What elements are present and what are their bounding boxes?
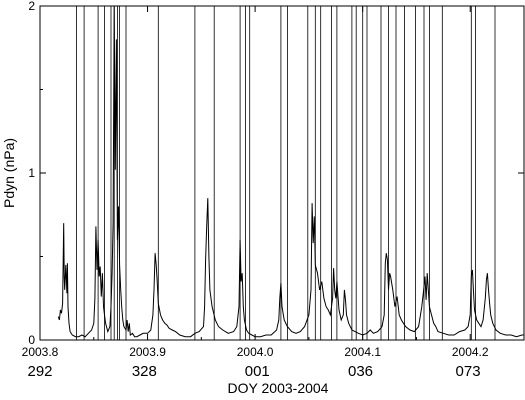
- x-tick-label: 2004.2: [452, 345, 489, 359]
- doy-label: 036: [348, 363, 373, 380]
- x-tick-label: 2004.0: [237, 345, 274, 359]
- x-axis-label: DOY 2003-2004: [228, 380, 329, 396]
- x-tick-label: 2003.8: [22, 345, 59, 359]
- x-axis-ticks: 2003.8 2003.9 2004.0 2004.1 2004.2 292 328 001 0…: [22, 6, 489, 380]
- event-lines: [76, 6, 496, 340]
- y-tick-label: 0: [28, 333, 35, 347]
- doy-label: 292: [27, 363, 52, 380]
- y-axis-ticks: 0 1 2: [28, 0, 524, 347]
- doy-label: 073: [456, 363, 481, 380]
- x-tick-label: 2003.9: [129, 345, 166, 359]
- y-tick-label: 1: [28, 166, 35, 180]
- doy-label: 328: [132, 363, 157, 380]
- doy-label: 001: [245, 363, 270, 380]
- x-tick-label: 2004.1: [344, 345, 381, 359]
- y-axis-label: Pdyn (nPa): [1, 138, 17, 208]
- pdyn-series-line: [57, 6, 524, 338]
- y-tick-label: 2: [28, 0, 35, 13]
- plot-frame: [39, 5, 525, 341]
